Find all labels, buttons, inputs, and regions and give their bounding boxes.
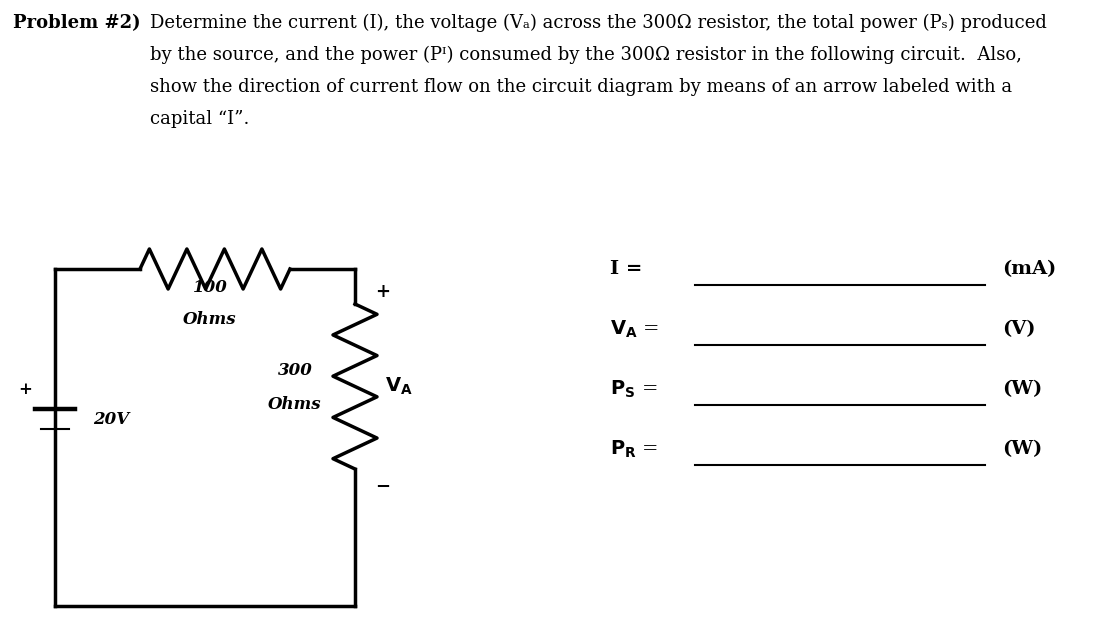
Text: (W): (W) bbox=[1002, 440, 1043, 458]
Text: by the source, and the power (Pᴵ) consumed by the 300Ω resistor in the following: by the source, and the power (Pᴵ) consum… bbox=[151, 46, 1022, 64]
Text: Problem #2): Problem #2) bbox=[13, 14, 141, 32]
Text: I =: I = bbox=[610, 260, 642, 278]
Text: Ohms: Ohms bbox=[183, 311, 237, 328]
Text: $\mathbf{P}_\mathbf{S}$ =: $\mathbf{P}_\mathbf{S}$ = bbox=[610, 378, 658, 399]
Text: capital “I”.: capital “I”. bbox=[151, 110, 249, 128]
Text: +: + bbox=[18, 381, 32, 397]
Text: 20V: 20V bbox=[93, 411, 130, 427]
Text: 100: 100 bbox=[193, 279, 227, 296]
Text: (W): (W) bbox=[1002, 380, 1043, 398]
Text: Ohms: Ohms bbox=[268, 396, 322, 413]
Text: $\mathbf{V}_\mathbf{A}$ =: $\mathbf{V}_\mathbf{A}$ = bbox=[610, 318, 659, 339]
Text: show the direction of current flow on the circuit diagram by means of an arrow l: show the direction of current flow on th… bbox=[151, 78, 1012, 96]
Text: −: − bbox=[375, 478, 391, 496]
Text: 300: 300 bbox=[278, 362, 312, 379]
Text: (mA): (mA) bbox=[1002, 260, 1056, 278]
Text: (V): (V) bbox=[1002, 320, 1035, 338]
Text: $\mathbf{P}_\mathbf{R}$ =: $\mathbf{P}_\mathbf{R}$ = bbox=[610, 438, 659, 460]
Text: +: + bbox=[375, 283, 391, 301]
Text: Determine the current (I), the voltage (Vₐ) across the 300Ω resistor, the total : Determine the current (I), the voltage (… bbox=[151, 14, 1047, 32]
Text: $\mathbf{V}_\mathbf{A}$: $\mathbf{V}_\mathbf{A}$ bbox=[385, 376, 413, 397]
